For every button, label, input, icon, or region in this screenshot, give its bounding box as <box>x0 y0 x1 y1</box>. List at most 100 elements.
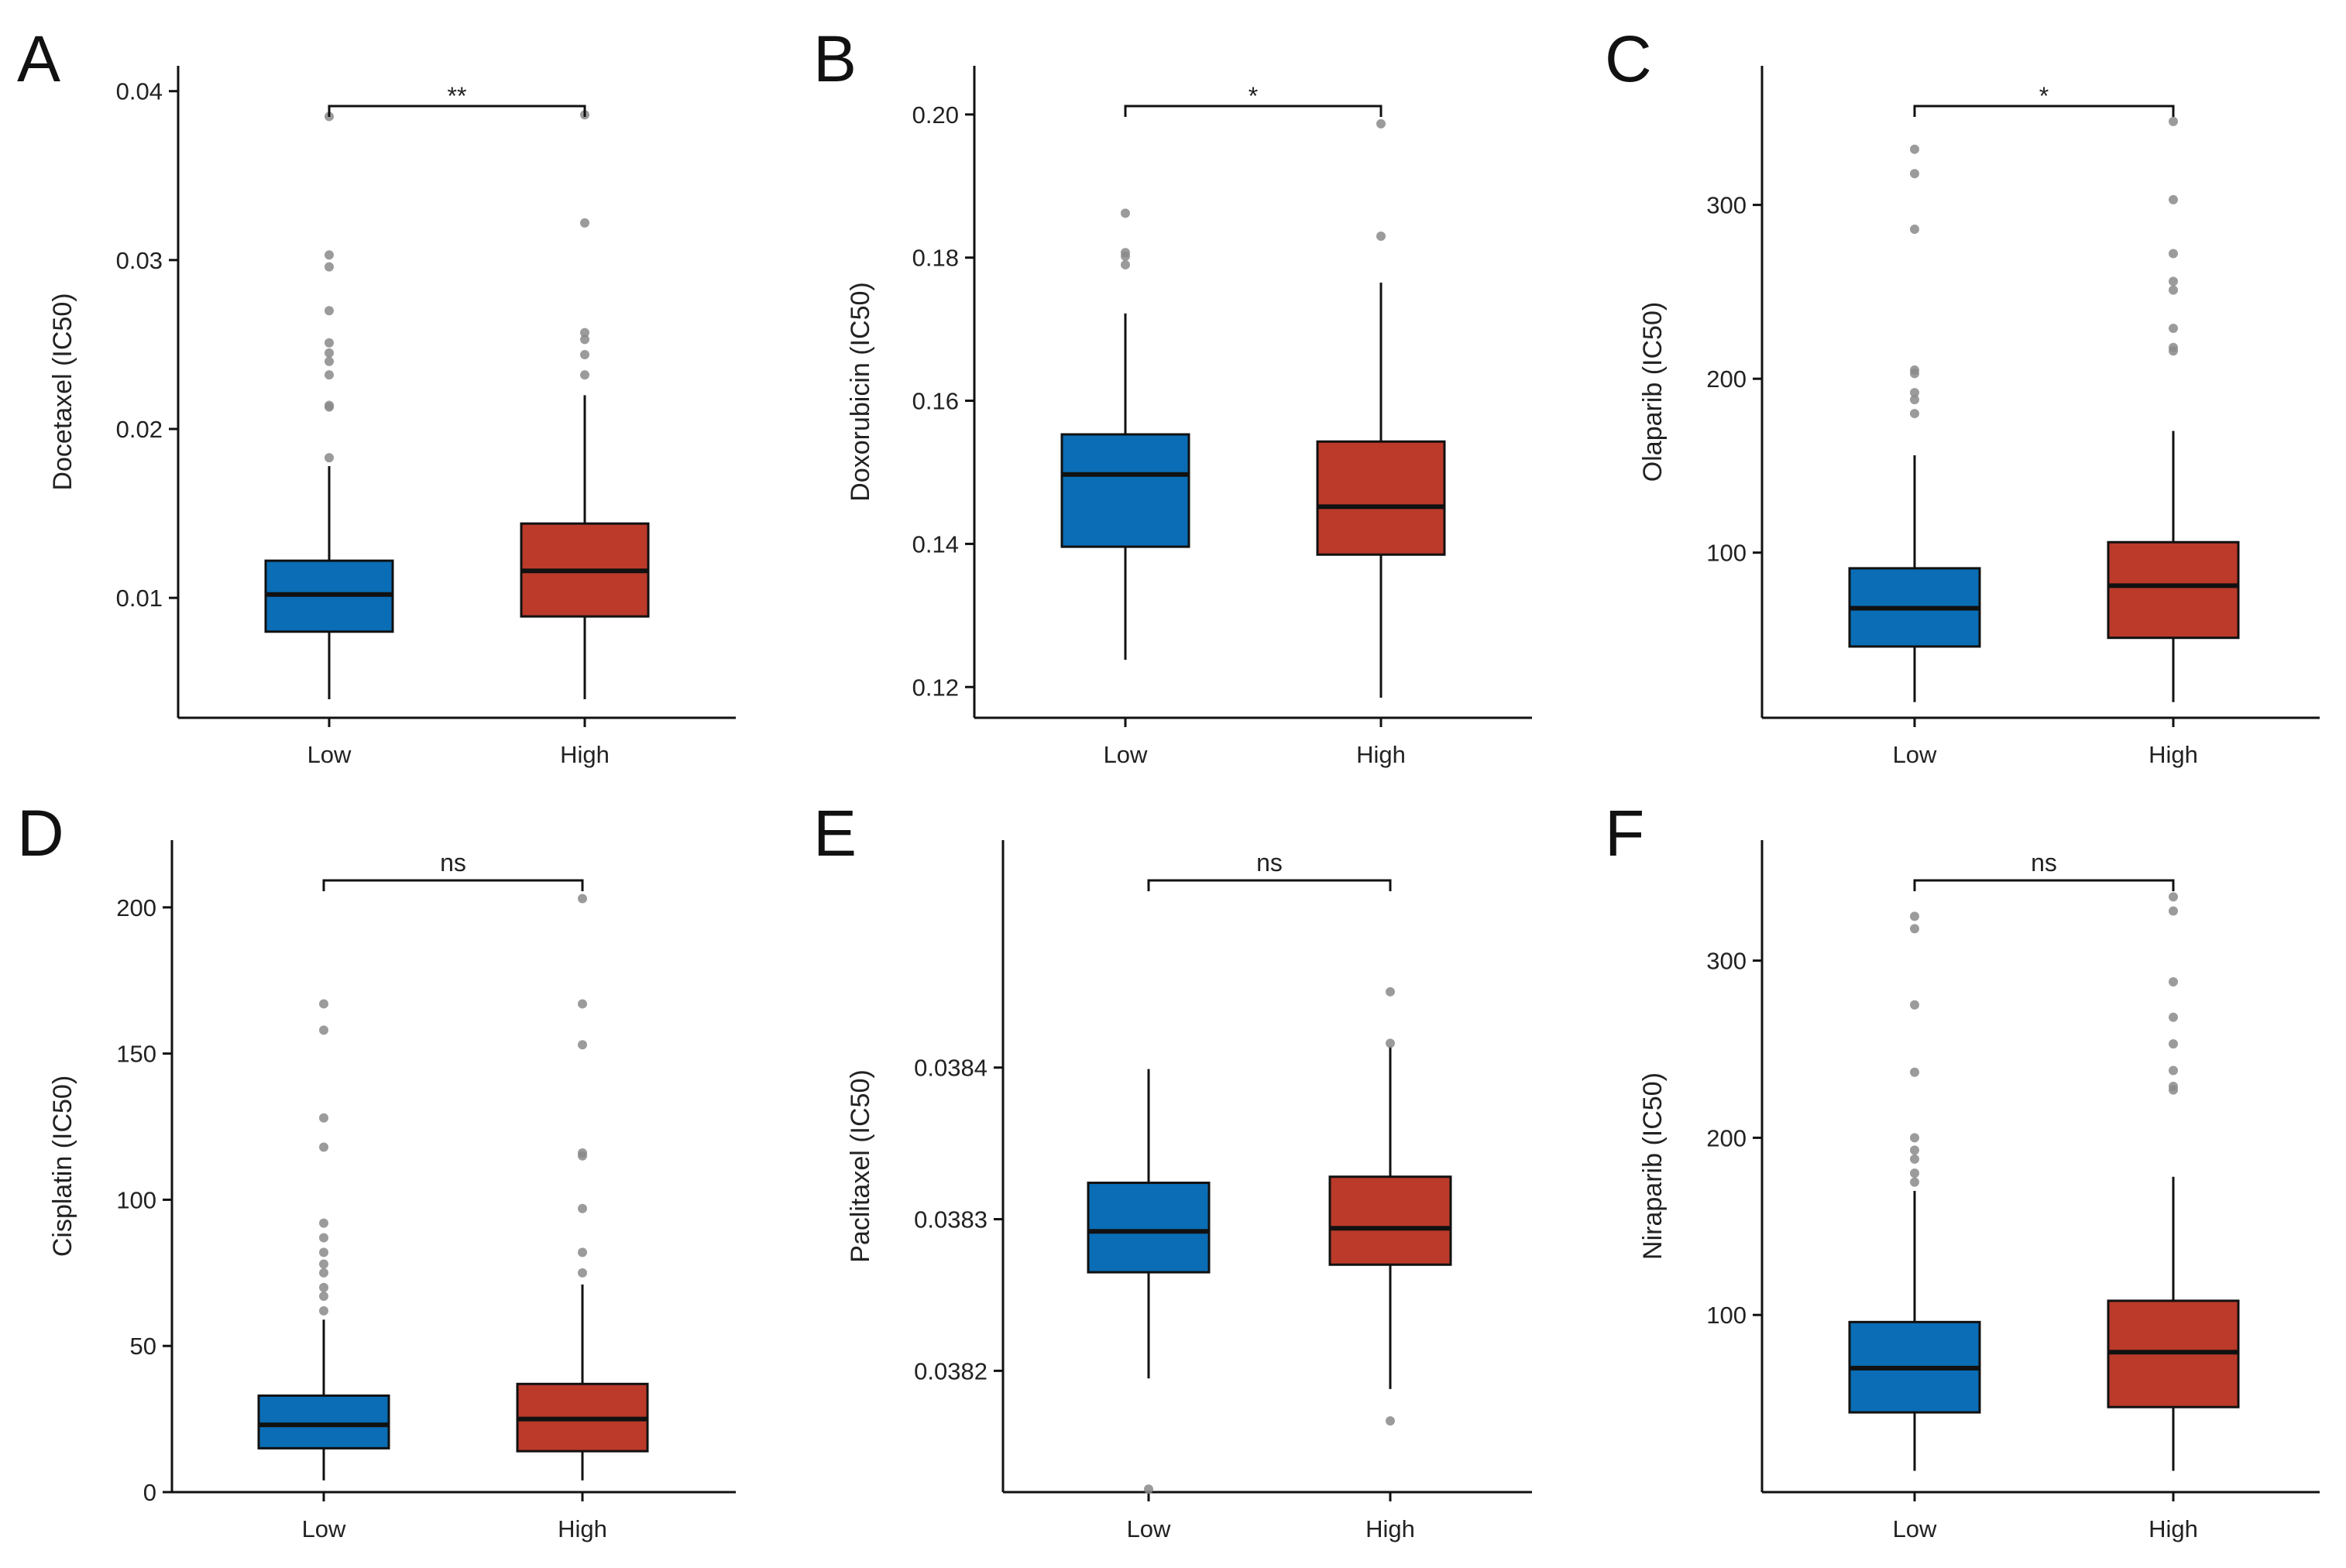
x-tick-label-low: Low <box>307 741 352 768</box>
outlier-point <box>319 1233 328 1243</box>
panel-letter: E <box>813 797 857 870</box>
panel-letter: F <box>1605 797 1644 870</box>
outlier-point <box>325 262 334 272</box>
y-tick-label: 100 <box>1706 1302 1747 1329</box>
y-axis-title: Olaparib (IC50) <box>1638 302 1668 482</box>
significance-bracket <box>1124 105 1383 117</box>
box-low <box>1848 144 1981 702</box>
outlier-point <box>319 1247 328 1257</box>
outlier-point <box>1910 388 1919 398</box>
box-low <box>1848 911 1981 1471</box>
y-axis-title: Cisplatin (IC50) <box>48 1076 77 1257</box>
outlier-point <box>578 1268 587 1278</box>
y-axis-title: Niraparib (IC50) <box>1638 1072 1668 1260</box>
panel-letter: A <box>17 22 60 95</box>
outlier-point <box>2169 1065 2178 1076</box>
significance-label: ** <box>448 82 467 110</box>
panel-c: C 100 200 300 Olaparib (IC50) Low High * <box>1605 22 2320 768</box>
outlier-point <box>2169 892 2178 902</box>
x-tick-label-low: Low <box>302 1515 346 1542</box>
outlier-point <box>1910 1133 1919 1143</box>
iqr-box <box>1060 433 1190 548</box>
outlier-point <box>578 999 587 1009</box>
outlier-point <box>578 1203 587 1213</box>
outlier-point <box>2169 906 2178 916</box>
outlier-point <box>325 370 334 380</box>
significance-label: ns <box>440 849 466 877</box>
y-tick-label: 200 <box>116 894 156 921</box>
panel-d: D 0 50 100 150 200 Cisplatin (IC50) Low High ns <box>17 797 736 1542</box>
outlier-point <box>1910 1168 1919 1179</box>
outlier-point <box>319 1292 328 1302</box>
box-high <box>516 894 649 1481</box>
x-tick-label-low: Low <box>1893 1515 1937 1542</box>
outlier-point <box>2169 1039 2178 1049</box>
outlier-point <box>325 356 334 366</box>
y-tick-label: 0.01 <box>116 585 163 612</box>
x-tick-label-low: Low <box>1104 741 1148 768</box>
iqr-box <box>2107 540 2240 640</box>
significance-bracket <box>1913 105 2175 117</box>
significance-bracket <box>1147 879 1392 891</box>
box-high <box>1316 118 1446 698</box>
x-tick-label-low: Low <box>1127 1515 1171 1542</box>
y-tick-label: 200 <box>1706 1124 1747 1151</box>
box-high <box>520 110 650 700</box>
panel-b: B 0.12 0.14 0.16 0.18 0.20 Doxorubicin (IC50) L… <box>813 22 1532 768</box>
iqr-box <box>257 1394 390 1450</box>
outlier-point <box>1910 225 1919 235</box>
outlier-point <box>1376 118 1386 129</box>
outlier-point <box>2169 1012 2178 1022</box>
significance-bracket <box>328 105 586 117</box>
significance-label: * <box>1249 82 1258 110</box>
outlier-point <box>1386 1415 1395 1426</box>
y-axis-title: Doxorubicin (IC50) <box>846 282 875 501</box>
y-tick-label: 300 <box>1706 192 1747 219</box>
significance-bracket <box>1913 879 2175 891</box>
outlier-point <box>1910 1177 1919 1187</box>
outlier-point <box>2169 194 2178 204</box>
outlier-point <box>325 400 334 410</box>
y-tick-label: 0.20 <box>912 101 959 129</box>
y-tick-label: 0.0384 <box>914 1055 988 1082</box>
panel-e: E 0.0382 0.0383 0.0384 Paclitaxel (IC50) Low H… <box>813 797 1532 1542</box>
outlier-point <box>319 999 328 1009</box>
outlier-point <box>580 328 589 338</box>
y-tick-label: 100 <box>1706 540 1747 567</box>
significance-label: * <box>2039 82 2049 110</box>
outlier-point <box>1910 1067 1919 1077</box>
panel-f: F 100 200 300 Niraparib (IC50) Low High ns <box>1605 797 2320 1542</box>
outlier-point <box>1910 1145 1919 1155</box>
outlier-point <box>1910 365 1919 375</box>
outlier-point <box>2169 285 2178 295</box>
panel-letter: B <box>813 22 857 95</box>
y-tick-label: 100 <box>116 1186 156 1213</box>
outlier-point <box>578 1148 587 1158</box>
significance-label: ns <box>1256 849 1283 877</box>
x-tick-label-high: High <box>1365 1515 1415 1542</box>
outlier-point <box>2169 276 2178 286</box>
outlier-point <box>1386 1038 1395 1048</box>
outlier-point <box>1910 395 1919 405</box>
y-tick-label: 0.04 <box>116 78 163 105</box>
significance-bracket <box>322 879 584 891</box>
outlier-point <box>1910 144 1919 154</box>
panel-letter: D <box>17 797 64 870</box>
outlier-point <box>2169 977 2178 987</box>
box-high <box>1328 986 1452 1426</box>
y-tick-label: 0.0383 <box>914 1206 988 1233</box>
x-tick-label-low: Low <box>1893 741 1937 768</box>
y-axis-title: Docetaxel (IC50) <box>48 293 77 490</box>
outlier-point <box>2169 324 2178 334</box>
outlier-point <box>2169 1082 2178 1092</box>
y-tick-label: 0.16 <box>912 388 959 415</box>
box-high <box>2107 116 2240 702</box>
outlier-point <box>325 250 334 260</box>
y-tick-label: 0.03 <box>116 247 163 274</box>
outlier-point <box>578 894 587 904</box>
outlier-point <box>319 1142 328 1152</box>
iqr-box <box>1087 1182 1211 1274</box>
outlier-point <box>319 1306 328 1316</box>
y-tick-label: 200 <box>1706 365 1747 393</box>
